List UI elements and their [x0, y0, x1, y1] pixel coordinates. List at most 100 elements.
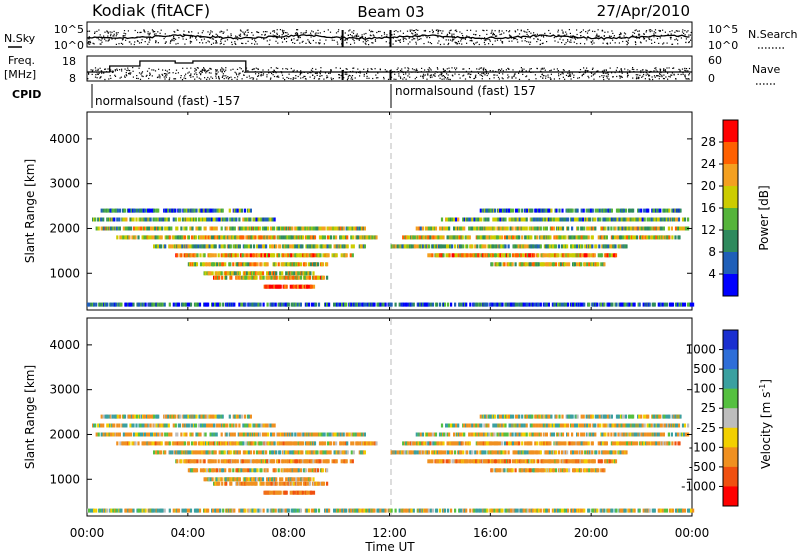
nave-point [469, 76, 471, 79]
nave-point [149, 74, 151, 76]
rti-gate [659, 208, 662, 213]
nsearch-point [281, 29, 283, 31]
freq-gap-bar [389, 70, 392, 80]
nsearch-point [318, 42, 320, 44]
freq-label: Freq. [8, 54, 35, 67]
rti-gate [607, 226, 610, 231]
rti-gate [225, 226, 228, 231]
nsearch-point [319, 42, 321, 44]
nave-point [307, 72, 309, 74]
rti-gate [670, 226, 673, 231]
rti-gate [359, 302, 362, 307]
nave-point [301, 72, 303, 74]
rti-gate [536, 423, 539, 428]
nave-point [355, 72, 357, 74]
rti-gate [574, 244, 577, 249]
nsearch-point [293, 38, 295, 40]
nsearch-point [403, 40, 405, 42]
rti-gate [132, 217, 135, 222]
nave-point [562, 76, 564, 78]
nave-point [290, 67, 292, 70]
rti-gate [241, 253, 244, 258]
nsearch-point [671, 43, 674, 45]
nsearch-point [276, 33, 278, 36]
rti-gate [113, 217, 116, 222]
rti-gate [515, 208, 518, 213]
power-y-axis-label: Slant Range [km] [23, 159, 37, 263]
nave-point [441, 74, 443, 76]
nsearch-point [189, 42, 191, 44]
nave-point [190, 73, 192, 75]
nsearch-point [308, 42, 310, 44]
nsearch-point [508, 31, 510, 33]
rti-gate [323, 432, 326, 437]
nsearch-point [107, 31, 109, 33]
rti-gate [468, 423, 471, 428]
rti-gate [663, 208, 666, 213]
nave-point [513, 75, 515, 77]
rti-gate [304, 262, 307, 267]
rti-gate [594, 208, 597, 213]
nsearch-point [340, 38, 342, 41]
nsearch-point [570, 39, 572, 41]
nave-point [563, 69, 565, 71]
nave-point [267, 71, 270, 73]
nsearch-point [282, 31, 285, 34]
rti-gate [295, 235, 298, 240]
nave-point [421, 67, 423, 69]
rti-gate [465, 302, 468, 307]
rti-gate [643, 414, 646, 419]
rti-gate [252, 253, 256, 258]
nsearch-point [608, 35, 611, 37]
rti-gate [280, 302, 283, 307]
nave-point [520, 67, 522, 69]
nsearch-point [449, 32, 451, 34]
rti-gate [229, 226, 232, 231]
rti-gate [139, 432, 143, 437]
nsearch-point [219, 43, 221, 45]
nave-point [247, 70, 249, 72]
rti-gate [501, 302, 504, 307]
nave-point [391, 72, 393, 74]
nsearch-point [155, 33, 157, 35]
nsearch-point [499, 33, 501, 36]
nsearch-point [583, 36, 585, 38]
rti-gate [365, 302, 368, 307]
rti-gate [536, 235, 539, 240]
rti-gate [350, 235, 353, 240]
nsearch-point [415, 41, 417, 43]
nave-point [431, 74, 433, 76]
nave-point [443, 70, 445, 73]
rti-gate [248, 302, 251, 307]
rti-gate [233, 271, 236, 276]
nsearch-point [435, 29, 437, 31]
nave-point [132, 76, 134, 78]
nsearch-point [565, 35, 567, 37]
rti-gate [138, 302, 141, 307]
nave-point [685, 68, 688, 70]
nsearch-point [554, 40, 556, 42]
rti-gate [342, 226, 345, 231]
nsearch-point [656, 38, 659, 40]
rti-gate [236, 253, 239, 258]
rti-gate [199, 226, 202, 231]
rti-gate [287, 253, 290, 258]
nave-point [236, 78, 238, 80]
rti-gate [243, 244, 246, 249]
nave-point [111, 71, 113, 73]
rti-gate [129, 217, 132, 222]
rti-gate [153, 414, 156, 419]
nsearch-point [376, 31, 378, 34]
rti-gate [434, 235, 437, 240]
nsearch-point [247, 29, 249, 31]
nsearch-point [612, 39, 614, 41]
y-tick-label: 3000 [49, 177, 80, 191]
rti-gate [255, 275, 258, 280]
nsearch-point [517, 36, 519, 38]
nsearch-point [356, 35, 358, 37]
nave-point [165, 76, 167, 78]
nsearch-point [489, 39, 491, 41]
nave-point [571, 73, 573, 75]
nave-point [413, 69, 415, 71]
nave-point [166, 70, 168, 72]
